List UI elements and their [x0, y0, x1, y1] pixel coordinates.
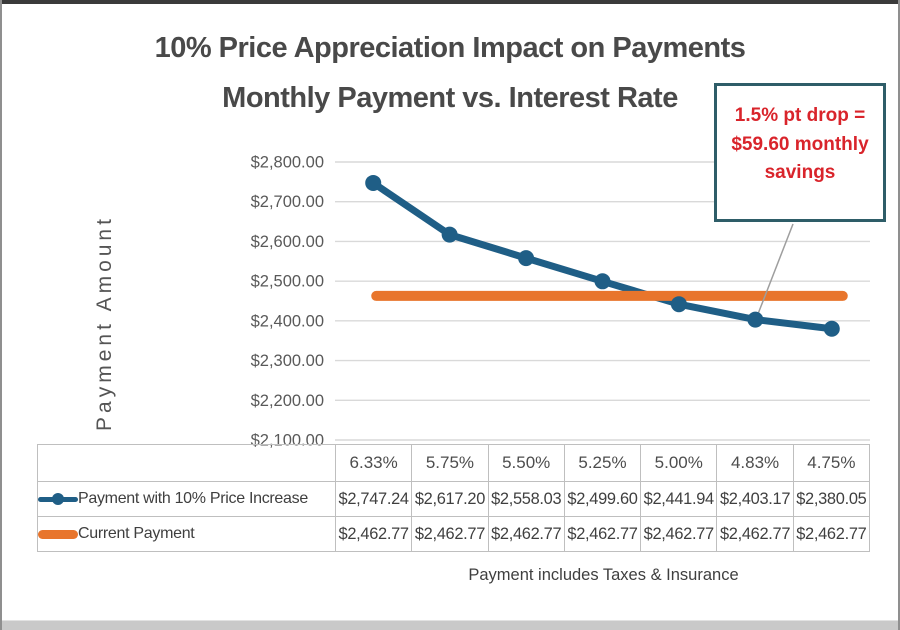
y-tick-label: $2,200.00	[251, 392, 324, 410]
y-tick-label: $2,700.00	[251, 193, 324, 211]
legend-cell: Current Payment	[37, 516, 336, 552]
chart-data-table: 6.33% 5.75% 5.50% 5.25% 5.00% 4.83% 4.75% Payme…	[37, 444, 871, 552]
payment-value-cell: $2,462.77	[716, 516, 794, 552]
category-header-row: 6.33% 5.75% 5.50% 5.25% 5.00% 4.83% 4.75%	[37, 444, 871, 482]
x-category-label: 6.33%	[334, 444, 413, 482]
x-category-label: 4.75%	[792, 444, 871, 482]
payment-value-cell: $2,441.94	[640, 481, 718, 517]
data-point-marker	[594, 273, 611, 290]
payment-value-cell: $2,499.60	[563, 481, 642, 517]
current-payment-line-icon	[38, 527, 78, 541]
annotation-line-3: savings	[764, 162, 836, 183]
payment-chart-svg: $2,800.00 $2,700.00 $2,600.00 $2,500.00 $2,4…	[251, 154, 870, 450]
y-tick-label: $2,600.00	[251, 233, 324, 251]
chart-title: 10% Price Appreciation Impact on Payment…	[154, 32, 746, 64]
x-category-label: 5.75%	[411, 444, 489, 482]
y-tick-label: $2,500.00	[251, 273, 324, 291]
footnote: Payment includes Taxes & Insurance	[468, 566, 739, 584]
data-point-marker	[823, 320, 840, 337]
table-row: Current Payment $2,462.77 $2,462.77 $2,462.…	[37, 516, 871, 552]
annotation-line-1: 1.5% pt drop =	[734, 105, 866, 126]
table-corner-blank	[37, 444, 336, 482]
window-bottom-edge	[2, 620, 898, 630]
payment-value-cell: $2,462.77	[411, 516, 489, 552]
payment-value-cell: $2,380.05	[792, 481, 871, 517]
y-tick-label: $2,400.00	[251, 312, 324, 330]
window-top-edge	[2, 0, 898, 4]
payment-value-cell: $2,617.20	[411, 481, 489, 517]
table-row: Payment with 10% Price Increase $2,747.24…	[37, 481, 871, 517]
y-tick-label: $2,300.00	[251, 352, 324, 370]
payment-value-cell: $2,558.03	[487, 481, 565, 517]
data-point-marker	[747, 311, 764, 328]
annotation-connector-line	[756, 223, 794, 316]
payment-value-cell: $2,747.24	[334, 481, 413, 517]
payment-value-cell: $2,462.77	[334, 516, 413, 552]
chart-data-table-body: 6.33% 5.75% 5.50% 5.25% 5.00% 4.83% 4.75% Payme…	[37, 444, 871, 552]
series-name-label: Current Payment	[78, 525, 195, 542]
y-tick-label: $2,800.00	[251, 154, 324, 172]
x-category-label: 4.83%	[716, 444, 794, 482]
legend-cell: Payment with 10% Price Increase	[37, 481, 336, 517]
data-point-marker	[365, 174, 382, 191]
x-category-label: 5.00%	[640, 444, 718, 482]
x-category-label: 5.25%	[563, 444, 642, 482]
x-category-label: 5.50%	[487, 444, 565, 482]
data-point-marker	[670, 296, 687, 313]
chart-title-block: 10% Price Appreciation Impact on Payment…	[2, 32, 898, 115]
payment-value-cell: $2,462.77	[792, 516, 871, 552]
data-point-marker	[518, 250, 535, 267]
price-increase-line-marker-icon	[38, 492, 78, 506]
payment-value-cell: $2,462.77	[563, 516, 642, 552]
chart-subtitle: Monthly Payment vs. Interest Rate	[222, 82, 678, 114]
y-axis-title: Payment Amount	[93, 215, 116, 431]
data-point-marker	[441, 226, 458, 243]
payment-value-cell: $2,462.77	[640, 516, 718, 552]
payment-value-cell: $2,462.77	[487, 516, 565, 552]
series-name-label: Payment with 10% Price Increase	[78, 490, 308, 507]
payment-value-cell: $2,403.17	[716, 481, 794, 517]
annotation-callout: 1.5% pt drop = $59.60 monthly savings	[714, 83, 886, 222]
annotation-line-2: $59.60 monthly	[731, 133, 869, 155]
